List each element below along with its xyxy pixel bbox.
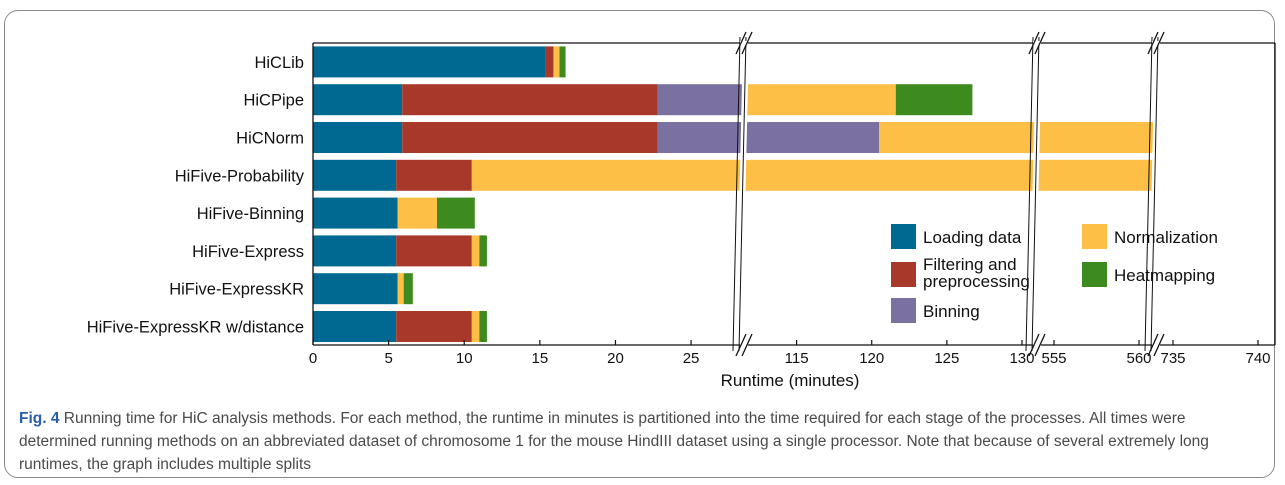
axis-break-cut	[1152, 41, 1160, 45]
bar-segment	[313, 159, 397, 191]
x-tick-label: 560	[1126, 350, 1151, 367]
axis-break-mark	[1034, 31, 1046, 55]
bar-segment	[895, 84, 973, 116]
bar-segment	[313, 273, 398, 305]
category-label: HiFive-Express	[192, 243, 304, 261]
bar-segment	[396, 311, 472, 342]
legend-swatch	[1082, 262, 1107, 287]
legend-label: Binning	[923, 302, 980, 321]
category-label: HiCPipe	[243, 92, 304, 110]
bar-segment	[879, 122, 1156, 153]
category-label: HiCNorm	[236, 130, 304, 148]
x-axis-title: Runtime (minutes)	[721, 371, 860, 390]
axis-break-line	[1144, 36, 1153, 352]
x-tick-label: 115	[785, 350, 809, 367]
bar-segment	[437, 197, 475, 229]
x-tick-label: 20	[607, 350, 624, 367]
x-tick-label: 25	[683, 350, 700, 367]
axis-break-mark	[1028, 31, 1040, 55]
bar-segment	[396, 235, 472, 267]
bar-segment	[657, 122, 880, 153]
bars-layer	[313, 36, 1161, 352]
bar-segment	[479, 311, 487, 342]
x-tick-label: 130	[1009, 350, 1034, 367]
bar-segment	[402, 122, 658, 153]
runtime-chart: HiCLib HiCPipe HiCNorm HiFive-Probability Hi…	[87, 31, 1276, 390]
axis-break-line	[732, 36, 741, 352]
axis-break-mark	[735, 333, 747, 357]
axis-break-cut	[1033, 41, 1041, 45]
legend-swatch	[1082, 224, 1107, 249]
bar-segment	[313, 122, 403, 153]
axis-break-mark	[735, 31, 747, 55]
caption-text: Running time for HiC analysis methods. F…	[19, 410, 1209, 473]
x-tick-label: 555	[1041, 350, 1066, 367]
legend-label: Loading data	[923, 228, 1022, 247]
axis-break-line	[1150, 36, 1159, 352]
bar-segment	[402, 84, 658, 116]
x-tick-label: 125	[934, 350, 959, 367]
x-tick-label: 0	[309, 350, 317, 367]
x-tick-label: 740	[1245, 350, 1270, 367]
bar-segment	[479, 235, 487, 267]
bar-segment	[396, 159, 472, 191]
bar-segment	[313, 46, 546, 78]
x-tick-label: 10	[456, 350, 473, 367]
x-tick-label: 735	[1160, 350, 1185, 367]
bar-segment	[313, 235, 397, 267]
axis-break-mark	[1153, 333, 1165, 357]
legend-swatch	[891, 298, 916, 323]
x-tick-label: 5	[384, 350, 392, 367]
axis-break-mark	[1147, 333, 1159, 357]
bar-segment	[471, 235, 480, 267]
axis-break-mark	[1034, 333, 1046, 357]
axis-break-mark	[1147, 31, 1159, 55]
legend: Loading data Filtering and preprocessing Bi…	[891, 224, 1218, 323]
category-label: HiFive-ExpressKR	[169, 281, 304, 299]
bar-segment	[553, 46, 560, 78]
bar-segment	[403, 273, 413, 305]
axis-break-line	[738, 36, 747, 352]
axis-break-mark	[741, 31, 753, 55]
axis-break-cut	[1152, 343, 1160, 347]
category-label: HiFive-ExpressKR w/distance	[87, 319, 304, 337]
legend-swatch	[891, 262, 916, 287]
bar-segment	[545, 46, 554, 78]
axis-break-cut	[740, 343, 748, 347]
bar-segment	[744, 84, 896, 116]
x-tick-label: 120	[859, 350, 884, 367]
axes-layer: HiCLib HiCPipe HiCNorm HiFive-Probability Hi…	[87, 31, 1276, 367]
bar-segment	[471, 159, 1157, 191]
axis-break-mark	[1153, 31, 1165, 55]
figure-caption: Fig. 4 Running time for HiC analysis met…	[19, 407, 1264, 476]
legend-label: Normalization	[1114, 228, 1218, 247]
legend-label: Filtering and preprocessing	[923, 255, 1030, 291]
bar-segment	[471, 311, 480, 342]
bar-segment	[313, 84, 403, 116]
x-tick-label: 15	[531, 350, 548, 367]
bar-segment	[397, 197, 438, 229]
bar-segment	[397, 273, 404, 305]
category-label: HiFive-Probability	[175, 167, 305, 185]
bar-segment	[313, 197, 398, 229]
axis-break-mark	[741, 333, 753, 357]
axis-break-mark	[1028, 333, 1040, 357]
bar-segment	[657, 84, 744, 116]
bar-segment	[559, 46, 566, 78]
caption-label: Fig. 4	[19, 410, 60, 427]
category-label: HiFive-Binning	[197, 205, 304, 223]
category-label: HiCLib	[254, 54, 304, 72]
axis-break-cut	[1033, 343, 1041, 347]
legend-swatch	[891, 224, 916, 249]
axis-break-line	[1031, 36, 1040, 352]
bar-segment	[313, 311, 397, 342]
axis-break-cut	[740, 41, 748, 45]
axis-break-line	[1025, 36, 1034, 352]
legend-label: Heatmapping	[1114, 266, 1215, 285]
